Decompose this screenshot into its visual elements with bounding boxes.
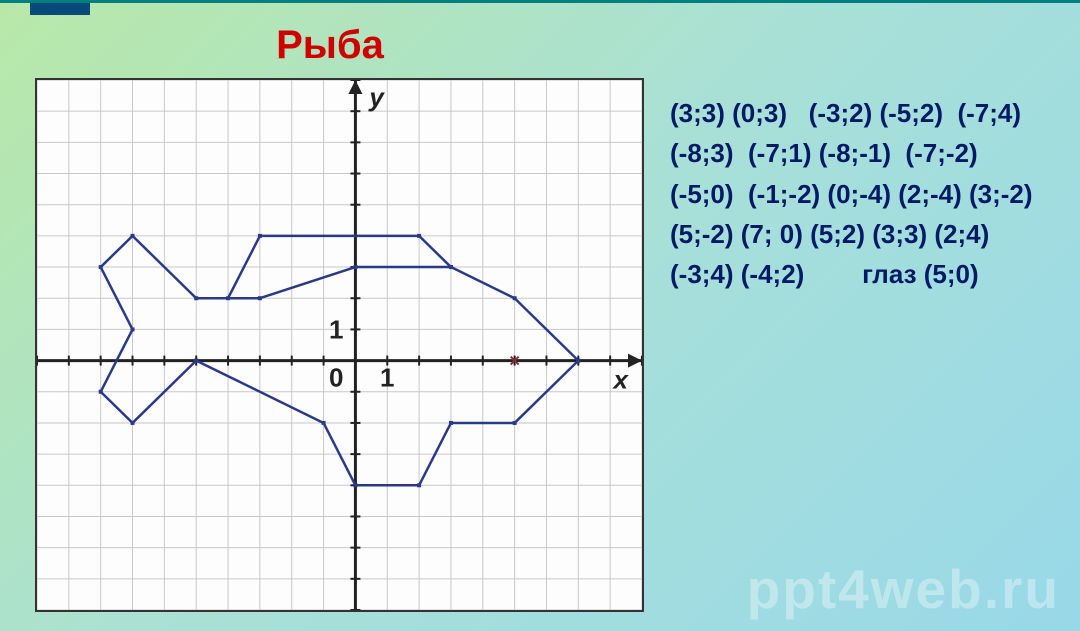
accent-block [30,3,90,15]
svg-text:y: y [367,82,385,112]
watermark: ppt4web.ru [747,557,1060,621]
coordinate-chart: y x 0 1 1 [37,80,642,610]
chart-container: y x 0 1 1 [35,78,644,612]
svg-text:1: 1 [329,314,343,344]
coordinates-text: (3;3) (0;3) (-3;2) (-5;2) (-7;4) (-8;3) … [670,93,1060,294]
svg-text:0: 0 [329,363,343,393]
svg-text:1: 1 [380,363,394,393]
slide: Рыба y x 0 1 1 (3;3) (0;3) (-3;2) (-5;2) (-7… [0,0,1080,631]
page-title: Рыба [0,23,660,68]
svg-text:x: x [612,365,630,395]
